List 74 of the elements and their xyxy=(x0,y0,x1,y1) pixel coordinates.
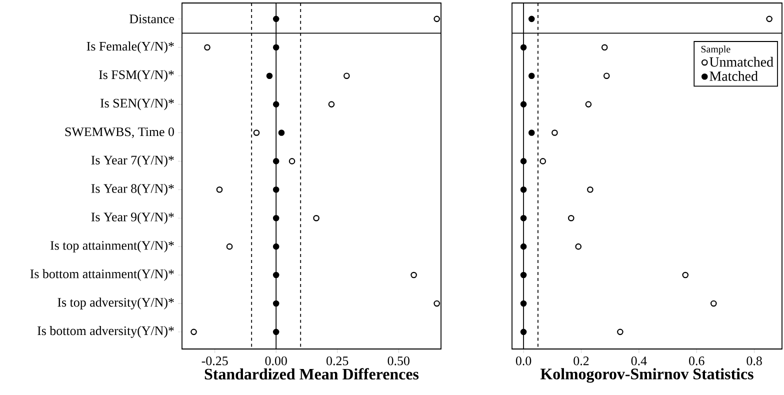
point xyxy=(272,243,280,250)
point xyxy=(520,328,527,336)
y-tick-label: Is Year 7(Y/N)* xyxy=(91,155,174,168)
point xyxy=(272,16,280,22)
point xyxy=(434,16,440,22)
point xyxy=(226,243,233,250)
y-tick-label: Is top attainment(Y/N)* xyxy=(50,240,174,252)
point xyxy=(278,130,285,136)
point xyxy=(266,72,273,79)
point xyxy=(520,214,527,222)
point xyxy=(528,130,535,136)
x-tick-label: 0.25 xyxy=(326,356,348,366)
point xyxy=(585,101,592,108)
point xyxy=(272,101,280,108)
y-tick-label: Is SEN(Y/N)* xyxy=(100,98,174,110)
legend-title: Sample xyxy=(701,45,730,55)
y-tick-label: Is bottom adversity(Y/N)* xyxy=(38,326,174,338)
y-tick-label: Distance xyxy=(130,14,174,24)
point xyxy=(204,44,210,51)
point xyxy=(587,186,594,193)
x-axis-title: Kolmogorov-Smirnov Statistics xyxy=(540,368,754,383)
x-tick-label: 0.8 xyxy=(746,356,762,366)
point xyxy=(313,214,320,222)
point xyxy=(617,328,624,336)
point xyxy=(434,300,440,307)
point xyxy=(272,158,280,164)
point xyxy=(552,130,558,136)
point xyxy=(288,158,296,164)
point xyxy=(520,101,527,108)
point xyxy=(766,16,772,22)
y-tick-label: Is Year 9(Y/N)* xyxy=(91,212,174,224)
legend-label: Unmatched xyxy=(710,56,774,67)
point xyxy=(603,72,610,79)
point xyxy=(272,328,280,336)
y-tick-label: Is bottom attainment(Y/N)* xyxy=(30,269,174,281)
y-tick-label: Is top adversity(Y/N)* xyxy=(58,298,174,310)
point xyxy=(520,300,527,307)
point xyxy=(190,328,197,336)
x-tick-label: 0.6 xyxy=(689,356,704,366)
point xyxy=(328,101,335,108)
y-tick-label: Is FSM(Y/N)* xyxy=(99,70,174,82)
legend-label: Matched xyxy=(710,71,758,81)
point xyxy=(528,72,535,79)
y-tick-label: Is Year 8(Y/N)* xyxy=(91,184,174,196)
y-tick-label: SWEMWBS, Time 0 xyxy=(65,127,174,138)
point xyxy=(710,300,717,307)
point xyxy=(682,272,689,278)
point xyxy=(272,214,280,222)
x-tick-label: 0.50 xyxy=(388,356,410,366)
point xyxy=(575,243,582,250)
point xyxy=(601,44,608,51)
x-tick-label: -0.25 xyxy=(202,356,228,366)
x-tick-label: 0.00 xyxy=(265,356,287,366)
point xyxy=(568,214,574,222)
point xyxy=(520,44,527,51)
point xyxy=(216,186,223,193)
point xyxy=(344,72,350,79)
y-tick-label: Is Female(Y/N)* xyxy=(86,42,174,54)
x-tick-label: 0.2 xyxy=(574,356,589,366)
point xyxy=(528,16,535,22)
point xyxy=(253,130,260,136)
point xyxy=(540,158,546,164)
point xyxy=(272,272,280,278)
point xyxy=(520,272,527,278)
x-tick-label: 0.0 xyxy=(516,356,532,366)
point xyxy=(520,243,527,250)
point xyxy=(272,186,280,193)
point xyxy=(272,300,280,307)
x-tick-label: 0.4 xyxy=(631,356,647,366)
point xyxy=(272,44,280,51)
point xyxy=(410,272,417,278)
point xyxy=(520,186,527,193)
x-axis-title: Standardized Mean Differences xyxy=(204,368,419,380)
point xyxy=(520,158,527,164)
